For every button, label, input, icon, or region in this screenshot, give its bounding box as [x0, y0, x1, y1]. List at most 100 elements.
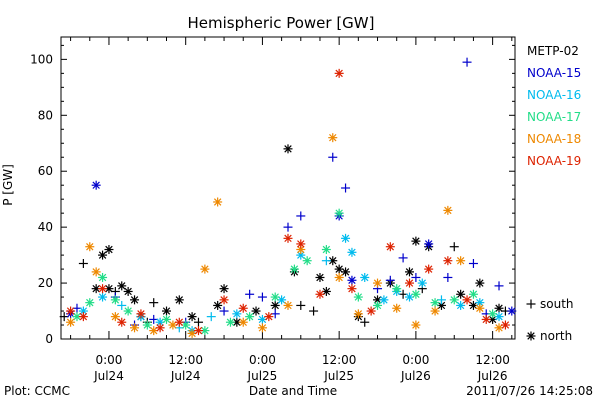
point-noaa-18 [130, 323, 140, 333]
point-noaa-15 [283, 222, 293, 232]
point-noaa-16 [341, 233, 351, 243]
point-metp-02 [456, 289, 466, 299]
point-noaa-17 [353, 292, 363, 302]
y-tick-label: 20 [38, 276, 53, 290]
point-noaa-18 [110, 312, 120, 322]
point-noaa-17 [110, 295, 120, 305]
point-noaa-16 [321, 256, 331, 266]
x-axis-label: Date and Time [249, 384, 337, 398]
y-axis-label: P [GW] [1, 164, 15, 206]
point-noaa-18 [213, 197, 223, 207]
point-noaa-18 [91, 267, 101, 277]
point-metp-02 [404, 267, 414, 277]
point-metp-02 [149, 298, 159, 308]
point-noaa-19 [462, 295, 472, 305]
point-noaa-15 [507, 306, 517, 316]
point-metp-02 [341, 267, 351, 277]
legend-marker-north [526, 331, 536, 341]
x-tick-date: Jul24 [93, 369, 124, 383]
point-metp-02 [117, 281, 127, 291]
x-tick-time: 12:00 [475, 353, 510, 367]
point-noaa-19 [315, 289, 325, 299]
x-tick-date: Jul26 [400, 369, 431, 383]
point-metp-02 [187, 312, 197, 322]
y-tick-label: 0 [45, 332, 53, 346]
point-noaa-19 [98, 284, 108, 294]
point-noaa-17 [289, 264, 299, 274]
point-noaa-19 [136, 309, 146, 319]
point-noaa-19 [366, 306, 376, 316]
footer-timestamp: 2011/07/26 14:25:08 [466, 384, 593, 398]
x-tick-time: 12:00 [168, 353, 203, 367]
point-metp-02 [162, 306, 172, 316]
point-noaa-15 [328, 152, 338, 162]
point-noaa-18 [257, 323, 267, 333]
point-noaa-18 [85, 242, 95, 252]
legend: METP-02 NOAA-15 NOAA-16 NOAA-17 NOAA-18 NOAA-… [526, 44, 581, 343]
y-tick-label: 60 [38, 164, 53, 178]
point-noaa-19 [481, 314, 491, 324]
point-metp-02 [123, 286, 133, 296]
point-noaa-19 [117, 317, 127, 327]
point-noaa-18 [456, 256, 466, 266]
point-noaa-17 [449, 295, 459, 305]
point-noaa-19 [500, 320, 510, 330]
point-noaa-19 [66, 306, 76, 316]
footer-credit: Plot: CCMC [4, 384, 70, 398]
point-noaa-17 [392, 284, 402, 294]
point-noaa-16 [277, 295, 287, 305]
legend-marker-label-north: north [540, 329, 572, 343]
legend-noaa-16: NOAA-16 [527, 88, 581, 102]
plot-frame [60, 36, 516, 340]
point-metp-02 [98, 250, 108, 260]
point-noaa-18 [392, 303, 402, 313]
point-noaa-15 [385, 275, 395, 285]
point-noaa-19 [174, 317, 184, 327]
point-noaa-17 [334, 208, 344, 218]
x-tick-date: Jul26 [477, 369, 508, 383]
y-tick-label: 40 [38, 220, 53, 234]
point-noaa-18 [328, 133, 338, 143]
point-noaa-18 [373, 278, 383, 288]
x-tick-time: 0:00 [402, 353, 429, 367]
point-noaa-18 [334, 272, 344, 282]
point-noaa-17 [142, 320, 152, 330]
point-noaa-16 [360, 272, 370, 282]
point-metp-02 [494, 303, 504, 313]
point-noaa-17 [468, 289, 478, 299]
point-noaa-17 [85, 298, 95, 308]
point-metp-02 [315, 272, 325, 282]
x-tick-date: Jul24 [170, 369, 201, 383]
point-noaa-19 [283, 233, 293, 243]
point-noaa-17 [225, 317, 235, 327]
legend-metp-02: METP-02 [527, 44, 579, 58]
point-noaa-19 [424, 264, 434, 274]
point-noaa-18 [283, 300, 293, 310]
point-metp-02 [104, 245, 114, 255]
point-noaa-16 [475, 298, 485, 308]
point-metp-02 [270, 300, 280, 310]
x-tick-time: 0:00 [249, 353, 276, 367]
point-metp-02 [475, 278, 485, 288]
point-noaa-19 [219, 295, 229, 305]
x-tick-time: 12:00 [322, 353, 357, 367]
point-noaa-15 [443, 272, 453, 282]
point-noaa-17 [302, 256, 312, 266]
point-noaa-18 [443, 205, 453, 215]
point-noaa-15 [347, 275, 357, 285]
data-points [59, 57, 517, 338]
point-noaa-15 [411, 272, 421, 282]
point-noaa-19 [78, 312, 88, 322]
point-metp-02 [360, 317, 370, 327]
x-tick-date: Jul25 [247, 369, 278, 383]
point-metp-02 [411, 236, 421, 246]
point-noaa-17 [245, 312, 255, 322]
legend-marker-south [526, 299, 536, 309]
point-noaa-16 [456, 300, 466, 310]
point-noaa-15 [462, 57, 472, 67]
axes-ticks: 0 20 40 60 80 100 0:00 Jul24 12:00 Jul24 0:00 Jul25… [30, 37, 515, 383]
point-noaa-17 [98, 272, 108, 282]
point-metp-02 [309, 306, 319, 316]
legend-noaa-15: NOAA-15 [527, 66, 581, 80]
